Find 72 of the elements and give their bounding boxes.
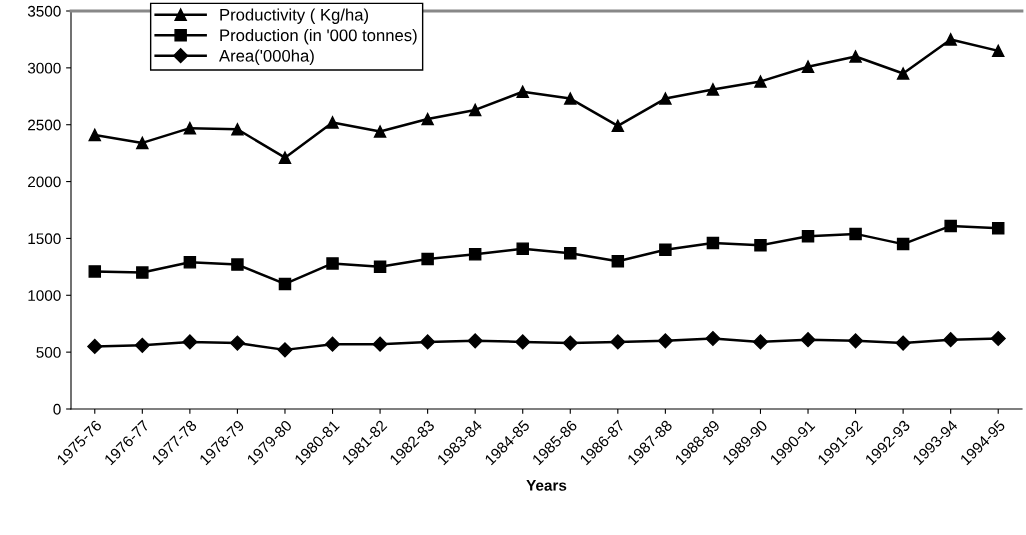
point xyxy=(183,121,197,135)
point xyxy=(944,219,957,233)
y-tick-label: 500 xyxy=(36,347,61,358)
x-axis-title: Years xyxy=(526,480,567,491)
point xyxy=(326,116,339,129)
y-tick-label: 1500 xyxy=(28,233,61,245)
point xyxy=(895,335,911,351)
point xyxy=(657,333,673,349)
point xyxy=(277,342,293,358)
point xyxy=(373,125,387,138)
point xyxy=(278,151,292,164)
y-tick-label: 3500 xyxy=(27,5,61,17)
point xyxy=(136,136,149,150)
point xyxy=(467,333,483,349)
point xyxy=(801,60,815,73)
point xyxy=(944,33,957,46)
point xyxy=(991,221,1005,235)
y-tick-label: 3000 xyxy=(27,62,61,74)
point xyxy=(182,334,198,350)
point xyxy=(801,229,815,243)
point xyxy=(421,252,434,266)
point xyxy=(800,332,816,348)
point xyxy=(896,67,910,80)
point xyxy=(611,119,625,133)
legend-label: Productivity ( Kg/ha) xyxy=(220,8,369,24)
point xyxy=(990,330,1006,347)
point xyxy=(659,92,672,105)
point xyxy=(610,334,626,350)
point xyxy=(516,85,529,98)
point xyxy=(468,103,482,117)
point xyxy=(372,336,388,352)
point xyxy=(754,75,767,88)
point xyxy=(564,246,577,260)
legend-label: Production (in '000 tonnes) xyxy=(220,28,417,45)
point xyxy=(87,338,103,355)
point xyxy=(468,248,482,261)
point xyxy=(754,239,767,252)
point xyxy=(706,83,720,96)
point xyxy=(896,237,910,251)
point xyxy=(515,334,531,350)
point xyxy=(705,330,721,347)
point xyxy=(848,333,864,349)
point xyxy=(136,266,149,279)
legend-label: Area('000ha) xyxy=(219,49,314,66)
y-tick-label: 1000 xyxy=(28,290,61,301)
point xyxy=(229,335,245,351)
point xyxy=(324,336,341,352)
point xyxy=(326,257,339,270)
point xyxy=(183,256,197,269)
point xyxy=(88,265,102,278)
point xyxy=(231,123,244,136)
point xyxy=(706,236,720,250)
y-tick-label: 2500 xyxy=(28,119,61,131)
point xyxy=(231,258,244,271)
point xyxy=(373,260,387,274)
point xyxy=(659,243,672,257)
point xyxy=(991,44,1005,58)
point xyxy=(134,337,150,353)
y-tick-label: 0 xyxy=(53,403,61,415)
point xyxy=(943,332,959,348)
point xyxy=(752,334,769,350)
point xyxy=(849,227,862,241)
point xyxy=(516,242,529,255)
point xyxy=(421,112,434,126)
point xyxy=(278,277,292,291)
point xyxy=(564,92,577,105)
point xyxy=(562,335,578,351)
point xyxy=(849,50,862,63)
point xyxy=(88,128,102,142)
point xyxy=(611,254,625,268)
y-tick-label: 2000 xyxy=(28,176,61,188)
point xyxy=(420,334,436,350)
